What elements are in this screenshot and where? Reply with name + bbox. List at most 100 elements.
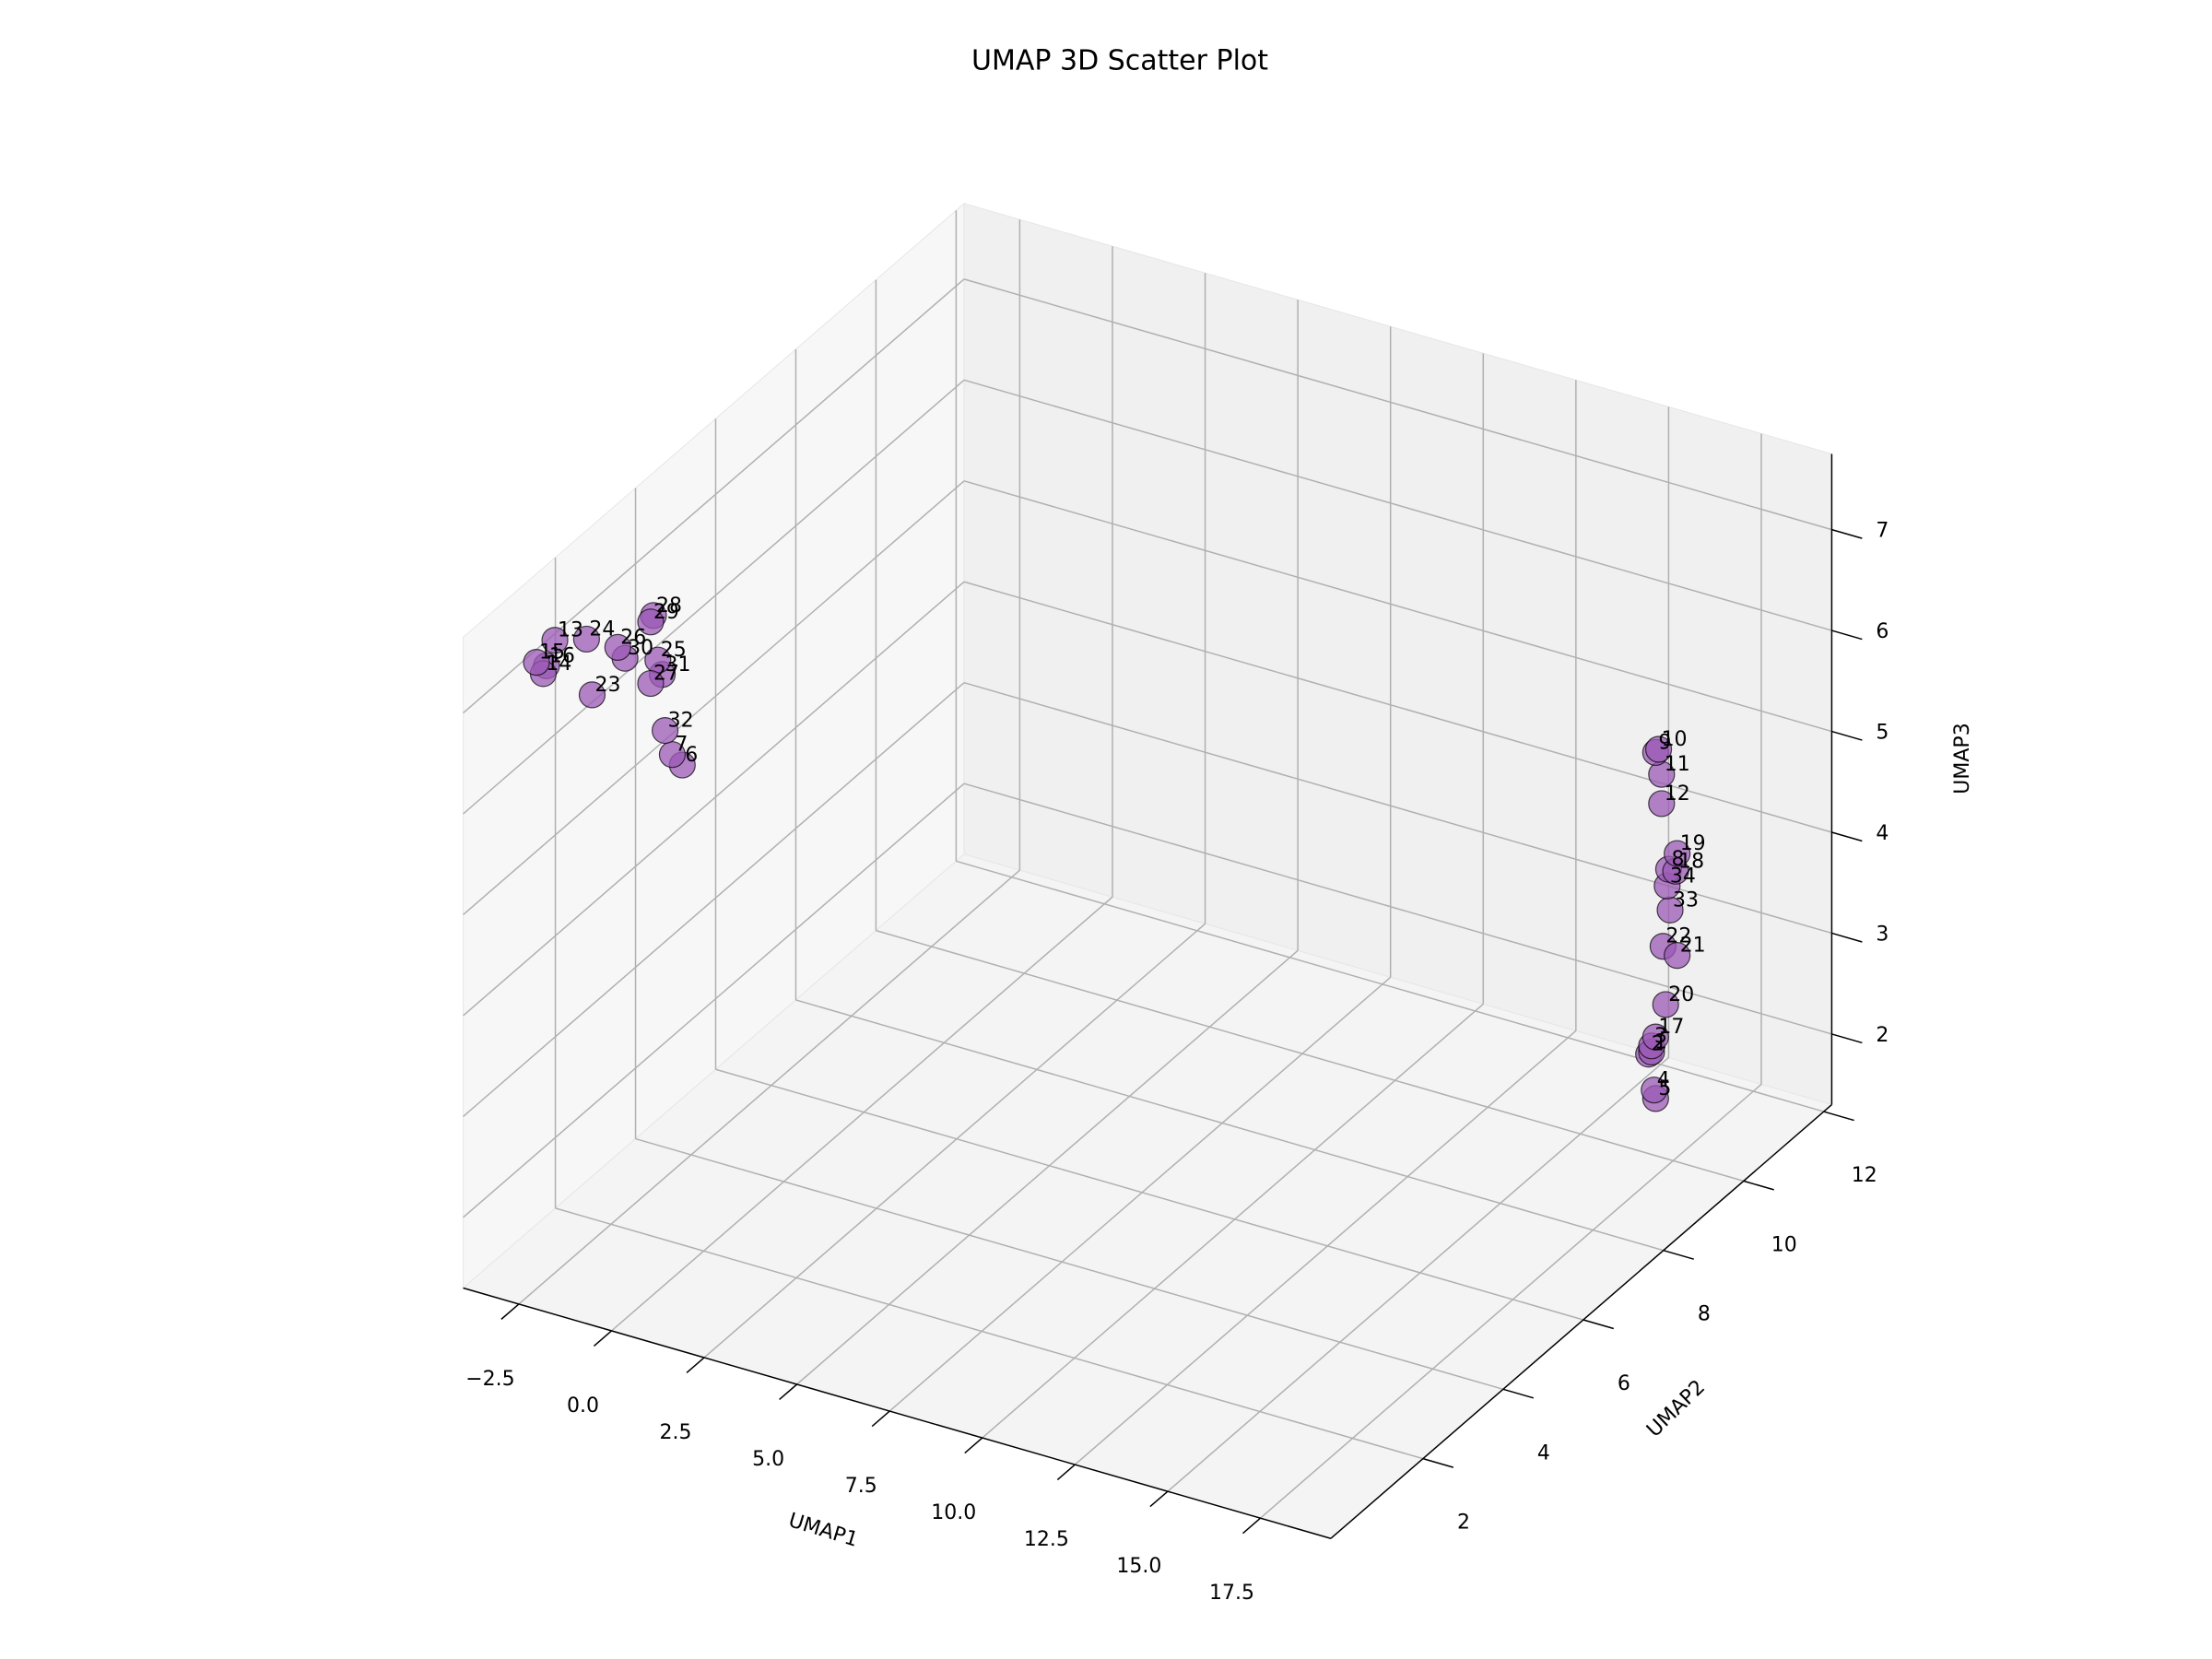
- point-label: 33: [1673, 888, 1699, 912]
- grid-line: [888, 976, 1392, 1412]
- x-tick-label: 5.0: [752, 1448, 784, 1471]
- point: [1664, 942, 1691, 970]
- point-label: 19: [1680, 832, 1706, 855]
- tick-mark: [964, 1437, 983, 1454]
- y-tick-label: 10: [1771, 1233, 1797, 1256]
- x-tick-label: 7.5: [845, 1475, 877, 1498]
- z-tick-label: 3: [1876, 923, 1888, 946]
- grid-line: [610, 896, 1113, 1332]
- y-tick-label: 2: [1457, 1512, 1470, 1535]
- grid-line: [963, 681, 1832, 935]
- tick-mark: [871, 1410, 890, 1428]
- tick-mark: [779, 1383, 798, 1401]
- point-label: 16: [549, 644, 575, 667]
- point-label: 23: [594, 674, 620, 697]
- point: [652, 717, 679, 745]
- tick-mark: [1056, 1464, 1076, 1481]
- point-label: 2: [1652, 1033, 1665, 1056]
- point: [578, 681, 606, 709]
- tick-mark: [1831, 528, 1863, 539]
- tick-mark: [686, 1357, 705, 1374]
- point-label: 9: [1658, 731, 1671, 754]
- point-label: 8: [1671, 848, 1684, 871]
- tick-mark: [1831, 831, 1863, 842]
- grid-line: [555, 1207, 1424, 1460]
- x-axis-label: UMAP1: [785, 1509, 860, 1552]
- tick-mark: [1831, 932, 1863, 943]
- point-label: 30: [628, 637, 653, 660]
- point-label: 15: [539, 641, 565, 665]
- grid-line: [1167, 1056, 1669, 1492]
- grid-line: [518, 869, 1020, 1305]
- point: [1652, 991, 1679, 1018]
- point-label: 29: [653, 601, 679, 624]
- y-axis-label: UMAP2: [1642, 1376, 1710, 1442]
- z-axis-label: UMAP3: [1951, 723, 1974, 794]
- point-label: 12: [1665, 782, 1690, 806]
- point-label: 27: [653, 663, 679, 686]
- point-label: 20: [1668, 983, 1694, 1006]
- point-label: 21: [1680, 935, 1706, 958]
- grid-line: [796, 949, 1299, 1385]
- chart-title: UMAP 3D Scatter Plot: [971, 45, 1268, 77]
- grid-line: [463, 581, 965, 1017]
- grid-line: [635, 1137, 1504, 1391]
- grid-line: [982, 1003, 1484, 1439]
- point-label: 7: [675, 734, 688, 757]
- point-label: 28: [656, 594, 682, 618]
- point: [604, 633, 631, 662]
- x-tick-label: 0.0: [567, 1394, 599, 1418]
- grid-line: [963, 379, 1832, 631]
- point: [1648, 790, 1676, 818]
- point-label: 25: [661, 639, 687, 662]
- point-label: 22: [1665, 925, 1691, 948]
- tick-mark: [1422, 1457, 1454, 1468]
- z-tick-label: 5: [1876, 722, 1888, 745]
- point-label: 24: [589, 618, 615, 641]
- point-label: 6: [685, 744, 698, 767]
- grid-line: [876, 929, 1744, 1182]
- tick-mark: [1823, 1111, 1854, 1122]
- point: [523, 649, 550, 677]
- x-tick-label: 12.5: [1024, 1528, 1069, 1551]
- point-label: 32: [668, 710, 694, 733]
- grid-line: [963, 581, 1832, 833]
- y-axis-line: [1330, 1103, 1832, 1539]
- x-tick-label: −2.5: [465, 1368, 514, 1391]
- grid-line: [715, 1068, 1584, 1321]
- point-label: 10: [1662, 728, 1688, 751]
- point-label: 5: [1658, 1077, 1671, 1100]
- y-tick-label: 8: [1698, 1303, 1711, 1326]
- grid-line: [463, 782, 965, 1218]
- y-tick-label: 12: [1852, 1164, 1877, 1187]
- point-label: 31: [665, 653, 691, 677]
- z-tick-label: 7: [1876, 520, 1888, 543]
- point-label: 18: [1678, 850, 1704, 873]
- point: [541, 627, 569, 654]
- point-label: 13: [558, 619, 583, 642]
- tick-mark: [593, 1330, 612, 1347]
- point-label: 3: [1654, 1025, 1667, 1048]
- point-label: 14: [546, 653, 571, 676]
- grid-line: [956, 860, 1824, 1112]
- point-label: 34: [1670, 865, 1696, 888]
- point: [572, 625, 600, 653]
- point: [1641, 1023, 1669, 1051]
- grid-line: [463, 379, 965, 815]
- grid-line: [463, 682, 965, 1117]
- tick-mark: [1831, 629, 1863, 641]
- point-label: 1: [1654, 1030, 1667, 1053]
- tick-mark: [1743, 1180, 1774, 1191]
- tick-mark: [500, 1303, 520, 1320]
- grid-line: [963, 480, 1832, 733]
- z-tick-label: 6: [1876, 620, 1888, 643]
- y-tick-label: 4: [1537, 1441, 1550, 1465]
- z-tick-label: 2: [1876, 1024, 1888, 1047]
- grid-line: [1074, 1030, 1577, 1465]
- tick-mark: [1502, 1388, 1535, 1399]
- x-tick-label: 17.5: [1209, 1582, 1254, 1605]
- grid-line: [963, 278, 1832, 531]
- tick-mark: [1241, 1517, 1261, 1535]
